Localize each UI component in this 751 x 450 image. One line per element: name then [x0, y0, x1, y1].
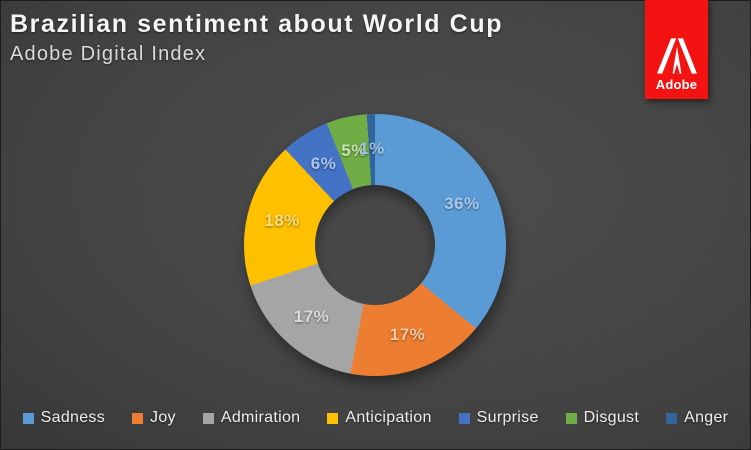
adobe-logo: Adobe — [645, 0, 708, 99]
donut-hole — [315, 185, 435, 305]
adobe-a-icon — [656, 38, 697, 74]
legend-label: Anger — [684, 409, 729, 426]
legend-marker-anger — [666, 412, 678, 424]
legend-label: Admiration — [220, 409, 301, 426]
chart-subtitle: Adobe Digital Index — [10, 43, 207, 65]
header: Brazilian sentiment about World Cup Adob… — [10, 10, 503, 66]
legend-item-joy: Joy — [132, 409, 176, 427]
legend-label: Disgust — [583, 409, 640, 426]
legend-label: Sadness — [40, 409, 106, 426]
chart-legend: Sadness Joy Admiration Anticipation Surprise… — [0, 409, 751, 427]
legend-marker-admiration — [202, 412, 214, 424]
legend-item-disgust: Disgust — [565, 409, 640, 427]
legend-item-admiration: Admiration — [202, 409, 301, 427]
legend-item-surprise: Surprise — [458, 409, 539, 427]
legend-marker-disgust — [565, 412, 577, 424]
legend-label: Joy — [150, 409, 176, 426]
legend-marker-sadness — [22, 412, 34, 424]
legend-label: Anticipation — [345, 409, 432, 426]
legend-item-sadness: Sadness — [22, 409, 106, 427]
legend-item-anger: Anger — [666, 409, 728, 427]
legend-label: Surprise — [476, 409, 539, 426]
legend-item-anticipation: Anticipation — [327, 409, 431, 427]
adobe-brand-text: Adobe — [655, 77, 698, 92]
chart-title: Brazilian sentiment about World Cup — [10, 10, 504, 38]
legend-marker-surprise — [458, 412, 470, 424]
legend-marker-joy — [132, 412, 144, 424]
legend-marker-anticipation — [327, 412, 339, 424]
